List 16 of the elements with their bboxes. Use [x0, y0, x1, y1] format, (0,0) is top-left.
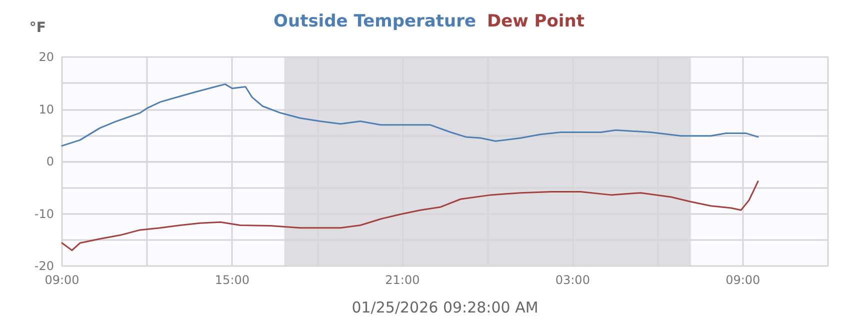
- text: Outside Temperature: [274, 12, 476, 32]
- x-tick-label: 09:00: [726, 273, 760, 287]
- x-tick-label: 15:00: [214, 273, 250, 287]
- x-tick-label: 03:00: [555, 273, 590, 287]
- y-tick-label: -20: [34, 259, 54, 273]
- y-tick-label: 20: [38, 50, 54, 64]
- text: Dew Point: [487, 12, 584, 32]
- y-tick-label: 10: [38, 102, 54, 116]
- y-tick-label: 0: [46, 154, 54, 168]
- line-series: [61, 180, 759, 252]
- y-tick-label: -10: [34, 206, 54, 221]
- x-tick-label: 09:00: [44, 273, 80, 287]
- x-tick-label: 21:00: [385, 273, 420, 287]
- x-axis-title: 01/25/2026 09:28:00 AM: [352, 298, 538, 316]
- line-series: [61, 83, 759, 147]
- y-axis-title: °F: [29, 20, 46, 36]
